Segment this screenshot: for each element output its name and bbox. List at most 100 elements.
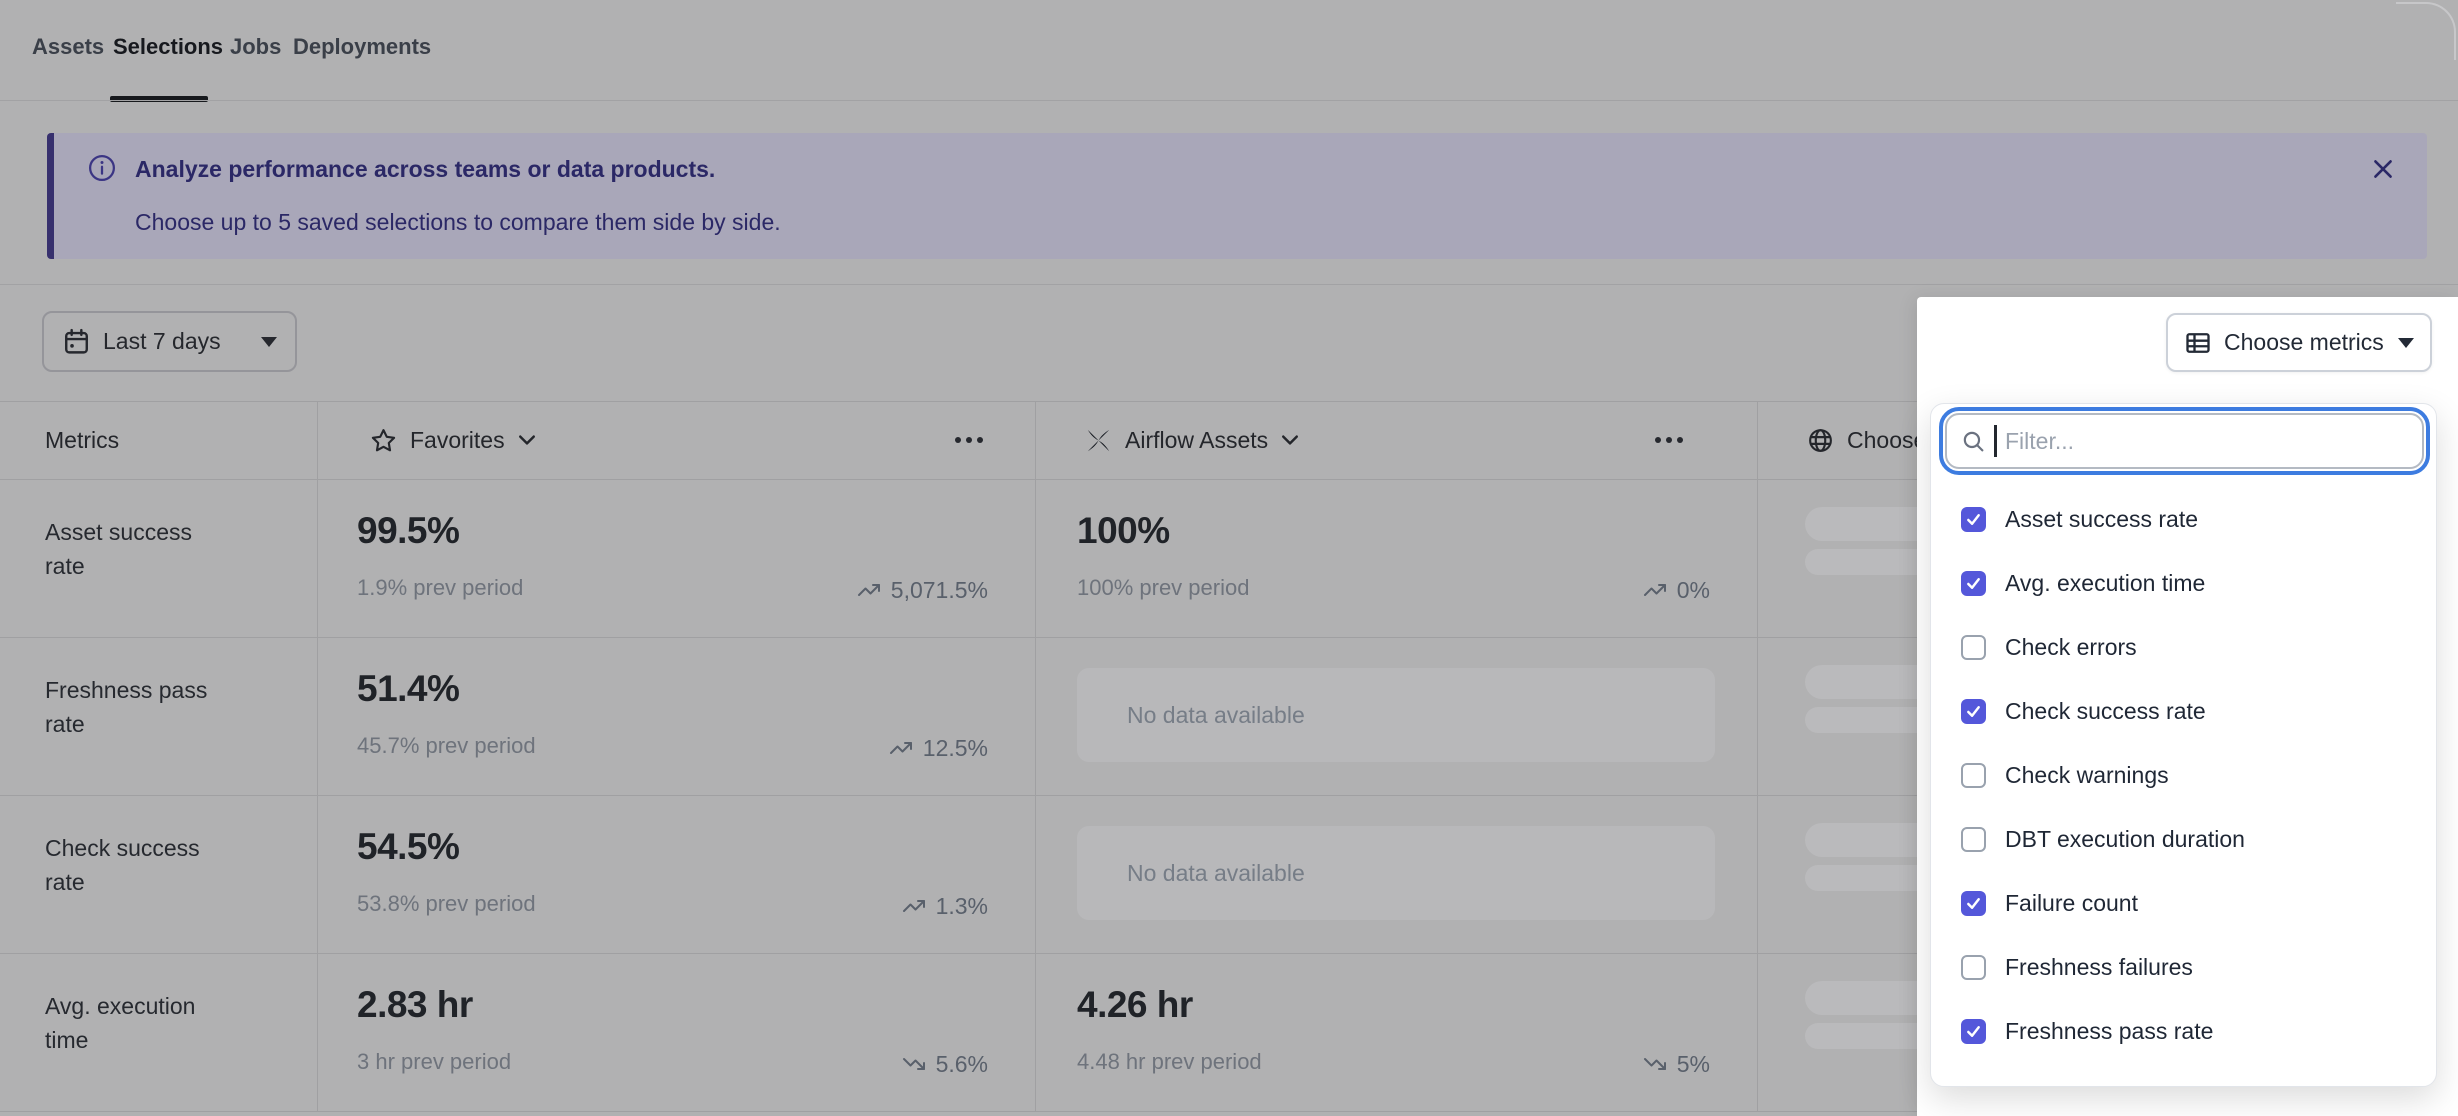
chevron-down-icon (2398, 337, 2414, 348)
metric-name: Asset success rate (45, 519, 192, 579)
table-border (0, 795, 2458, 796)
checkbox[interactable] (1961, 826, 1986, 852)
choose-metrics-label: Choose metrics (2224, 329, 2384, 355)
checkbox[interactable] (1961, 1018, 1986, 1044)
favorites-prev-period: 53.8% prev period (357, 891, 536, 916)
metric-name: Freshness pass rate (45, 677, 208, 737)
favorites-delta: 5,071.5% (856, 576, 988, 604)
menu-item-check-errors[interactable]: Check errors (1961, 615, 2411, 679)
tab-selections[interactable]: Selections (113, 34, 224, 59)
airflow-delta: 0% (1642, 576, 1710, 604)
chevron-down-icon (518, 434, 536, 446)
table-border (0, 1111, 2458, 1112)
airflow-value: 100% (1077, 510, 1170, 551)
metric-name: Check success rate (45, 835, 200, 895)
text-cursor (1994, 425, 1997, 457)
metric-name: Avg. execution time (45, 993, 196, 1053)
table-border (0, 401, 2458, 402)
metrics-header-label: Metrics (45, 426, 120, 453)
table-border (0, 637, 2458, 638)
no-data-placeholder: No data available (1077, 668, 1715, 762)
filter-placeholder: Filter... (2005, 427, 2075, 454)
menu-item-failure-count[interactable]: Failure count (1961, 871, 2411, 935)
favorites-value: 54.5% (357, 826, 460, 867)
table-row: Freshness pass rate 51.4% 45.7% prev peri… (0, 637, 2458, 795)
favorites-delta: 12.5% (888, 734, 988, 762)
airflow-menu-icon[interactable] (1655, 437, 1683, 443)
airflow-prev-period: 100% prev period (1077, 575, 1250, 600)
airflow-pinwheel-icon (1085, 427, 1112, 454)
checkbox[interactable] (1961, 506, 1986, 532)
checkbox[interactable] (1961, 570, 1986, 596)
table-header-row: Metrics Favorites Airflow Assets (0, 401, 2458, 479)
no-data-placeholder: No data available (1077, 826, 1715, 920)
menu-item-check-warnings[interactable]: Check warnings (1961, 743, 2411, 807)
chevron-down-icon (261, 336, 277, 347)
column-header-choose[interactable]: Choose (1807, 401, 1926, 479)
star-icon (370, 427, 397, 454)
menu-item-dbt-execution-duration[interactable]: DBT execution duration (1961, 807, 2411, 871)
choose-header-label: Choose (1847, 426, 1927, 453)
active-tab-underline (110, 96, 208, 102)
date-range-button[interactable]: Last 7 days (42, 311, 297, 372)
table-column-border (317, 401, 318, 1111)
metrics-dropdown: Filter... Asset success rate Avg. execut… (1930, 403, 2437, 1087)
banner-subtitle: Choose up to 5 saved selections to compa… (135, 209, 781, 235)
search-icon (1961, 429, 1986, 454)
table-column-border (1757, 401, 1758, 1111)
tab-assets[interactable]: Assets (32, 34, 105, 59)
favorites-prev-period: 1.9% prev period (357, 575, 524, 600)
column-header-favorites[interactable]: Favorites (370, 401, 536, 479)
trending-down-icon (1642, 1052, 1668, 1076)
date-range-label: Last 7 days (103, 328, 221, 354)
card-corner-border (2396, 2, 2456, 60)
checkbox[interactable] (1961, 698, 1986, 724)
globe-icon (1807, 427, 1834, 454)
filter-input[interactable]: Filter... (1939, 407, 2430, 475)
favorites-prev-period: 45.7% prev period (357, 733, 536, 758)
info-banner: Analyze performance across teams or data… (47, 133, 2427, 259)
table-row: Asset success rate 99.5% 1.9% prev period… (0, 479, 2458, 637)
chevron-down-icon (1281, 434, 1299, 446)
airflow-prev-period: 4.48 hr prev period (1077, 1049, 1262, 1074)
checkbox[interactable] (1961, 890, 1986, 916)
trending-up-icon (856, 578, 882, 602)
table-column-border (1035, 401, 1036, 1111)
airflow-delta: 5% (1642, 1050, 1710, 1078)
favorites-value: 51.4% (357, 668, 460, 709)
trending-up-icon (888, 736, 914, 760)
choose-metrics-button[interactable]: Choose metrics (2166, 313, 2432, 372)
checkbox[interactable] (1961, 634, 1986, 660)
airflow-value: 4.26 hr (1077, 984, 1193, 1025)
tab-deployments[interactable]: Deployments (293, 34, 432, 59)
banner-accent-bar (47, 133, 54, 259)
tab-jobs[interactable]: Jobs (230, 34, 282, 59)
close-icon[interactable] (2365, 151, 2401, 187)
airflow-header-label: Airflow Assets (1125, 426, 1269, 453)
menu-item-freshness-pass-rate[interactable]: Freshness pass rate (1961, 999, 2411, 1063)
checkbox[interactable] (1961, 954, 1986, 980)
favorites-delta: 5.6% (901, 1050, 988, 1078)
favorites-value: 99.5% (357, 510, 460, 551)
banner-title: Analyze performance across teams or data… (135, 156, 716, 182)
favorites-header-label: Favorites (410, 426, 505, 453)
table-row: Avg. execution time 2.83 hr 3 hr prev per… (0, 953, 2458, 1111)
table-icon (2184, 329, 2212, 357)
favorites-value: 2.83 hr (357, 984, 473, 1025)
nav-divider (0, 100, 2458, 101)
column-header-metrics: Metrics (45, 401, 119, 479)
checkbox[interactable] (1961, 762, 1986, 788)
table-border (0, 479, 2458, 480)
trending-up-icon (1642, 578, 1668, 602)
favorites-menu-icon[interactable] (955, 437, 983, 443)
calendar-icon (62, 327, 91, 356)
menu-item-freshness-failures[interactable]: Freshness failures (1961, 935, 2411, 999)
info-icon (87, 153, 117, 183)
menu-item-asset-success-rate[interactable]: Asset success rate (1961, 487, 2411, 551)
column-header-airflow[interactable]: Airflow Assets (1085, 401, 1299, 479)
menu-item-avg-execution-time[interactable]: Avg. execution time (1961, 551, 2411, 615)
menu-item-check-success-rate[interactable]: Check success rate (1961, 679, 2411, 743)
trending-down-icon (901, 1052, 927, 1076)
favorites-prev-period: 3 hr prev period (357, 1049, 512, 1074)
trending-up-icon (901, 894, 927, 918)
